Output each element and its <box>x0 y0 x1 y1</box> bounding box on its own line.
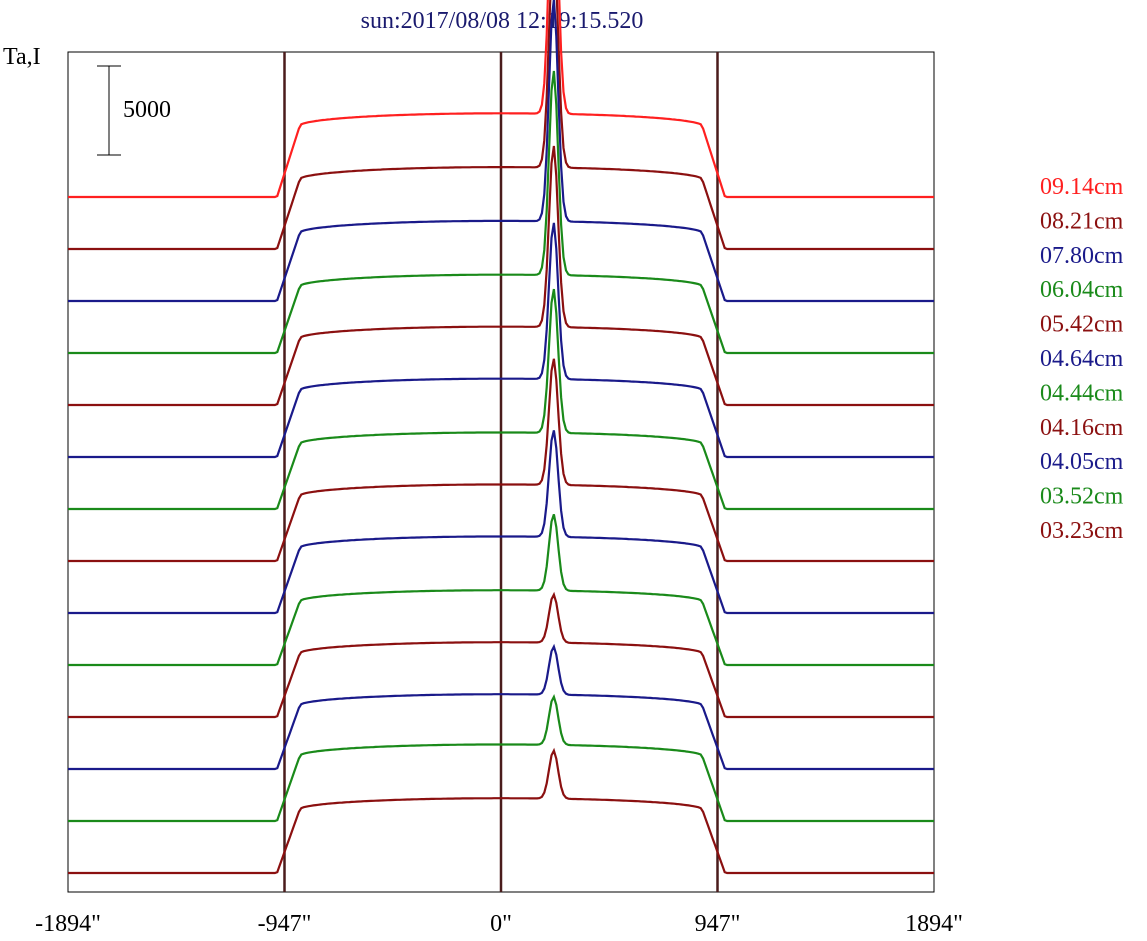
legend-item-10: 03.23cm <box>1040 518 1124 544</box>
series-line-1 <box>68 0 934 251</box>
legend: 09.14cm 08.21cm 07.80cm 06.04cm 05.42cm 04.64… <box>1040 174 1124 544</box>
x-tick-label-4: 1894" <box>905 911 963 937</box>
series-line-12 <box>68 693 934 823</box>
legend-item-1: 08.21cm <box>1040 208 1124 234</box>
x-tick-label-1: -947" <box>258 911 312 937</box>
series-line-13 <box>68 747 934 875</box>
series-line-9 <box>68 513 934 667</box>
legend-item-3: 06.04cm <box>1040 277 1124 303</box>
series-line-11 <box>68 643 934 771</box>
series-line-0 <box>68 0 934 199</box>
y-axis-label: Ta,I <box>3 44 41 70</box>
x-tick-label-3: 947" <box>695 911 741 937</box>
legend-item-6: 04.44cm <box>1040 380 1124 406</box>
scale-bar: 5000 <box>97 65 171 156</box>
legend-item-2: 07.80cm <box>1040 243 1124 269</box>
reference-lines <box>283 52 719 892</box>
series-line-10 <box>68 591 934 719</box>
series-line-8 <box>68 430 934 615</box>
legend-item-5: 04.64cm <box>1040 346 1124 372</box>
series-line-5 <box>68 222 934 459</box>
x-tick-label-2: 0" <box>490 911 512 937</box>
series-lines <box>68 0 934 875</box>
x-tick-labels: -1894" -947" 0" 947" 1894" <box>35 911 963 937</box>
legend-item-9: 03.52cm <box>1040 484 1124 510</box>
series-line-7 <box>68 358 934 563</box>
legend-item-0: 09.14cm <box>1040 174 1124 200</box>
legend-item-8: 04.05cm <box>1040 449 1124 475</box>
legend-item-4: 05.42cm <box>1040 312 1124 338</box>
chart-title: sun:2017/08/08 12:19:15.520 <box>361 8 644 34</box>
series-line-4 <box>68 145 934 407</box>
scale-bar-label: 5000 <box>123 97 171 123</box>
x-tick-label-0: -1894" <box>35 911 101 937</box>
series-line-3 <box>68 70 934 355</box>
series-line-2 <box>68 0 934 303</box>
legend-item-7: 04.16cm <box>1040 415 1124 441</box>
series-line-6 <box>68 288 934 511</box>
